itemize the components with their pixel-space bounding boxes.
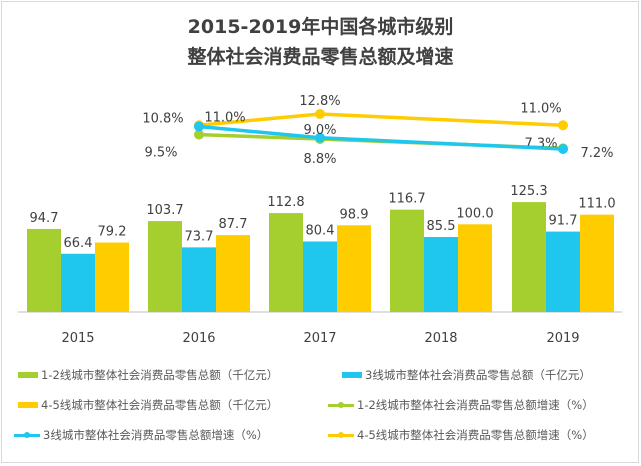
chart-title-line1: 2015-2019年中国各城市级别: [187, 16, 454, 38]
x-tick-label: 2016: [182, 331, 215, 346]
bar: [303, 241, 337, 312]
bar: [512, 202, 546, 312]
legend-label: 4-5线城市整体社会消费品零售总额（千亿元）: [41, 398, 279, 412]
bar-data-label: 103.7: [146, 203, 183, 218]
line-data-label: 9.0%: [303, 123, 336, 138]
line-data-label: 7.2%: [580, 146, 613, 161]
bar: [546, 231, 580, 312]
bar: [269, 213, 303, 312]
legend-marker: [328, 431, 354, 438]
line-series: [198, 112, 564, 127]
line-point: [315, 132, 325, 143]
legend-item: 4-5线城市整体社会消费品零售总额增速（%）: [328, 427, 594, 443]
bar-data-label: 125.3: [510, 184, 547, 199]
legend-label: 3线城市整体社会消费品零售总额增速（%）: [43, 428, 269, 442]
bar-data-label: 87.7: [219, 217, 248, 232]
legend-label: 3线城市整体社会消费品零售总额（千亿元）: [365, 368, 591, 382]
legend-label: 1-2线城市整体社会消费品零售总额（千亿元）: [41, 368, 279, 382]
line-data-label: 11.0%: [204, 110, 245, 125]
line-data-label: 8.8%: [303, 152, 336, 167]
bar-data-label: 73.7: [185, 229, 214, 244]
bar-data-label: 66.4: [64, 236, 93, 251]
line-data-label: 9.5%: [144, 146, 177, 161]
line-point: [315, 109, 325, 119]
bar: [148, 221, 182, 312]
legend-marker: [328, 401, 354, 408]
bar: [27, 228, 61, 312]
bar-data-label: 91.7: [549, 214, 578, 229]
legend-marker: [18, 402, 38, 408]
bar: [390, 209, 424, 312]
chart-title-line2: 整体社会消费品零售总额及增速: [187, 46, 454, 68]
legend-marker: [342, 372, 362, 378]
x-tick-label: 2018: [424, 331, 457, 346]
bar: [182, 247, 216, 312]
bar: [61, 253, 95, 312]
legend-item: 1-2线城市整体社会消费品零售总额增速（%）: [328, 397, 594, 413]
bar: [424, 237, 458, 312]
legend-item: 3线城市整体社会消费品零售总额增速（%）: [14, 427, 268, 443]
line-point: [194, 121, 204, 132]
line-point: [194, 129, 204, 140]
legend-marker: [18, 372, 38, 378]
line-data-label: 10.8%: [142, 112, 183, 127]
bar-data-label: 100.0: [456, 206, 493, 221]
line-data-label: 12.8%: [299, 94, 340, 109]
line-data-label: 11.0%: [520, 101, 561, 116]
line-point: [558, 120, 568, 131]
bar-data-label: 111.0: [578, 197, 615, 212]
legend-item: 3线城市整体社会消费品零售总额（千亿元）: [342, 367, 591, 383]
bar-data-label: 98.9: [340, 207, 369, 222]
legend-label: 1-2线城市整体社会消费品零售总额增速（%）: [357, 398, 594, 412]
legend-marker: [14, 431, 40, 438]
legend-item: 4-5线城市整体社会消费品零售总额（千亿元）: [18, 397, 278, 413]
legend-item: 1-2线城市整体社会消费品零售总额（千亿元）: [18, 367, 278, 383]
bar-data-label: 112.8: [267, 195, 304, 210]
bar: [458, 224, 492, 312]
bar-data-label: 79.2: [98, 225, 127, 240]
x-tick-label: 2015: [61, 331, 94, 346]
bar-data-label: 116.7: [388, 192, 425, 207]
line-point: [558, 144, 568, 154]
x-tick-label: 2019: [546, 331, 579, 346]
legend-label: 4-5线城市整体社会消费品零售总额增速（%）: [357, 428, 594, 442]
bar-data-label: 94.7: [30, 211, 59, 226]
x-tick-label: 2017: [303, 331, 336, 346]
bar-data-label: 80.4: [306, 223, 335, 238]
bar: [216, 235, 250, 312]
bar: [337, 225, 371, 312]
bar: [580, 214, 614, 312]
bar: [95, 242, 129, 312]
bar-data-label: 85.5: [427, 219, 456, 234]
